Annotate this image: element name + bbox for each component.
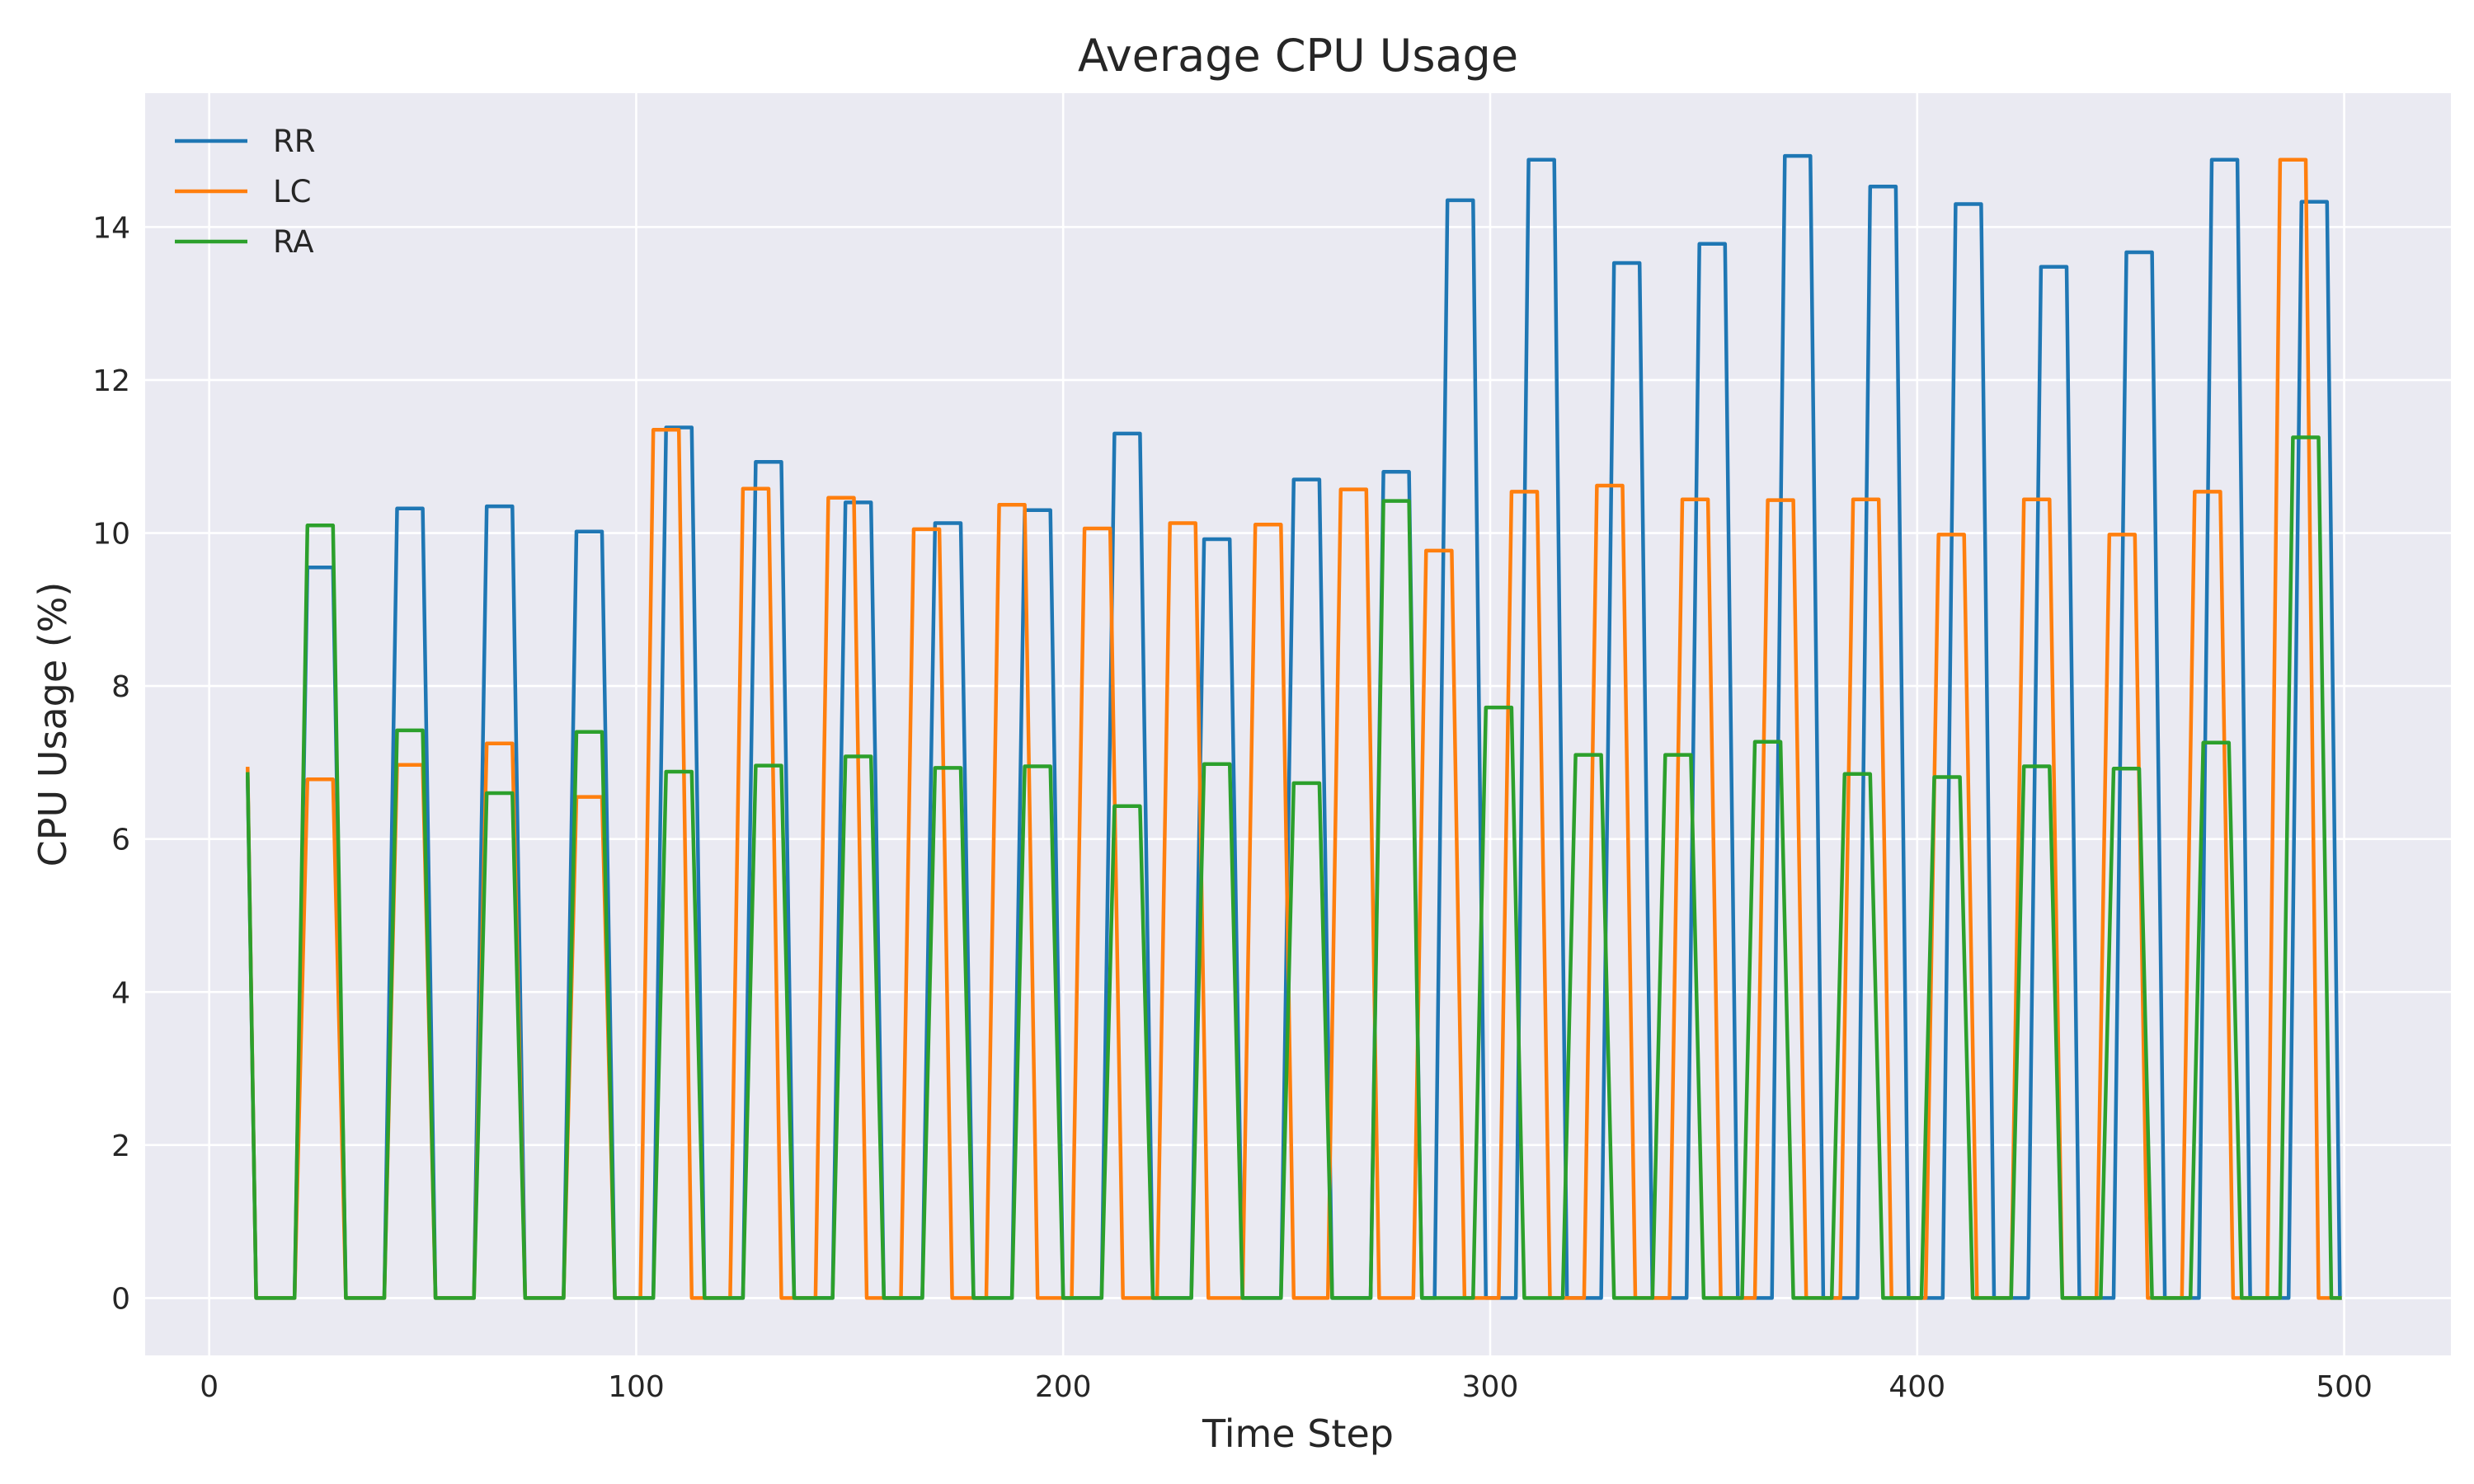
y-tick-label: 0: [111, 1282, 130, 1316]
y-tick-label: 10: [92, 518, 130, 552]
y-tick-label: 2: [111, 1129, 130, 1163]
y-tick-label: 14: [92, 211, 130, 245]
y-tick-label: 8: [111, 670, 130, 704]
x-tick-label: 0: [200, 1370, 219, 1404]
legend-label-rr: RR: [273, 124, 315, 159]
x-tick-label: 400: [1888, 1370, 1945, 1404]
tick-labels: 0 100 200 300 400 500 0 2 4 6 8 10 12 14: [92, 211, 2373, 1404]
y-tick-label: 12: [92, 364, 130, 398]
x-tick-label: 300: [1462, 1370, 1519, 1404]
legend-label-lc: LC: [273, 174, 311, 209]
y-tick-label: 4: [111, 976, 130, 1010]
series-line-ra: [246, 435, 2342, 1300]
series-layer: [246, 153, 2342, 1300]
chart-title: Average CPU Usage: [1078, 30, 1518, 82]
x-tick-label: 200: [1035, 1370, 1092, 1404]
x-axis-label: Time Step: [1202, 1411, 1394, 1456]
series-line-rr: [246, 153, 2342, 1300]
legend: RR LC RA: [175, 124, 315, 260]
y-axis-label: CPU Usage (%): [31, 582, 75, 867]
y-tick-label: 6: [111, 824, 130, 857]
legend-label-ra: RA: [273, 224, 314, 260]
x-tick-label: 500: [2316, 1370, 2373, 1404]
x-tick-label: 100: [608, 1370, 665, 1404]
grid: [145, 93, 2451, 1355]
